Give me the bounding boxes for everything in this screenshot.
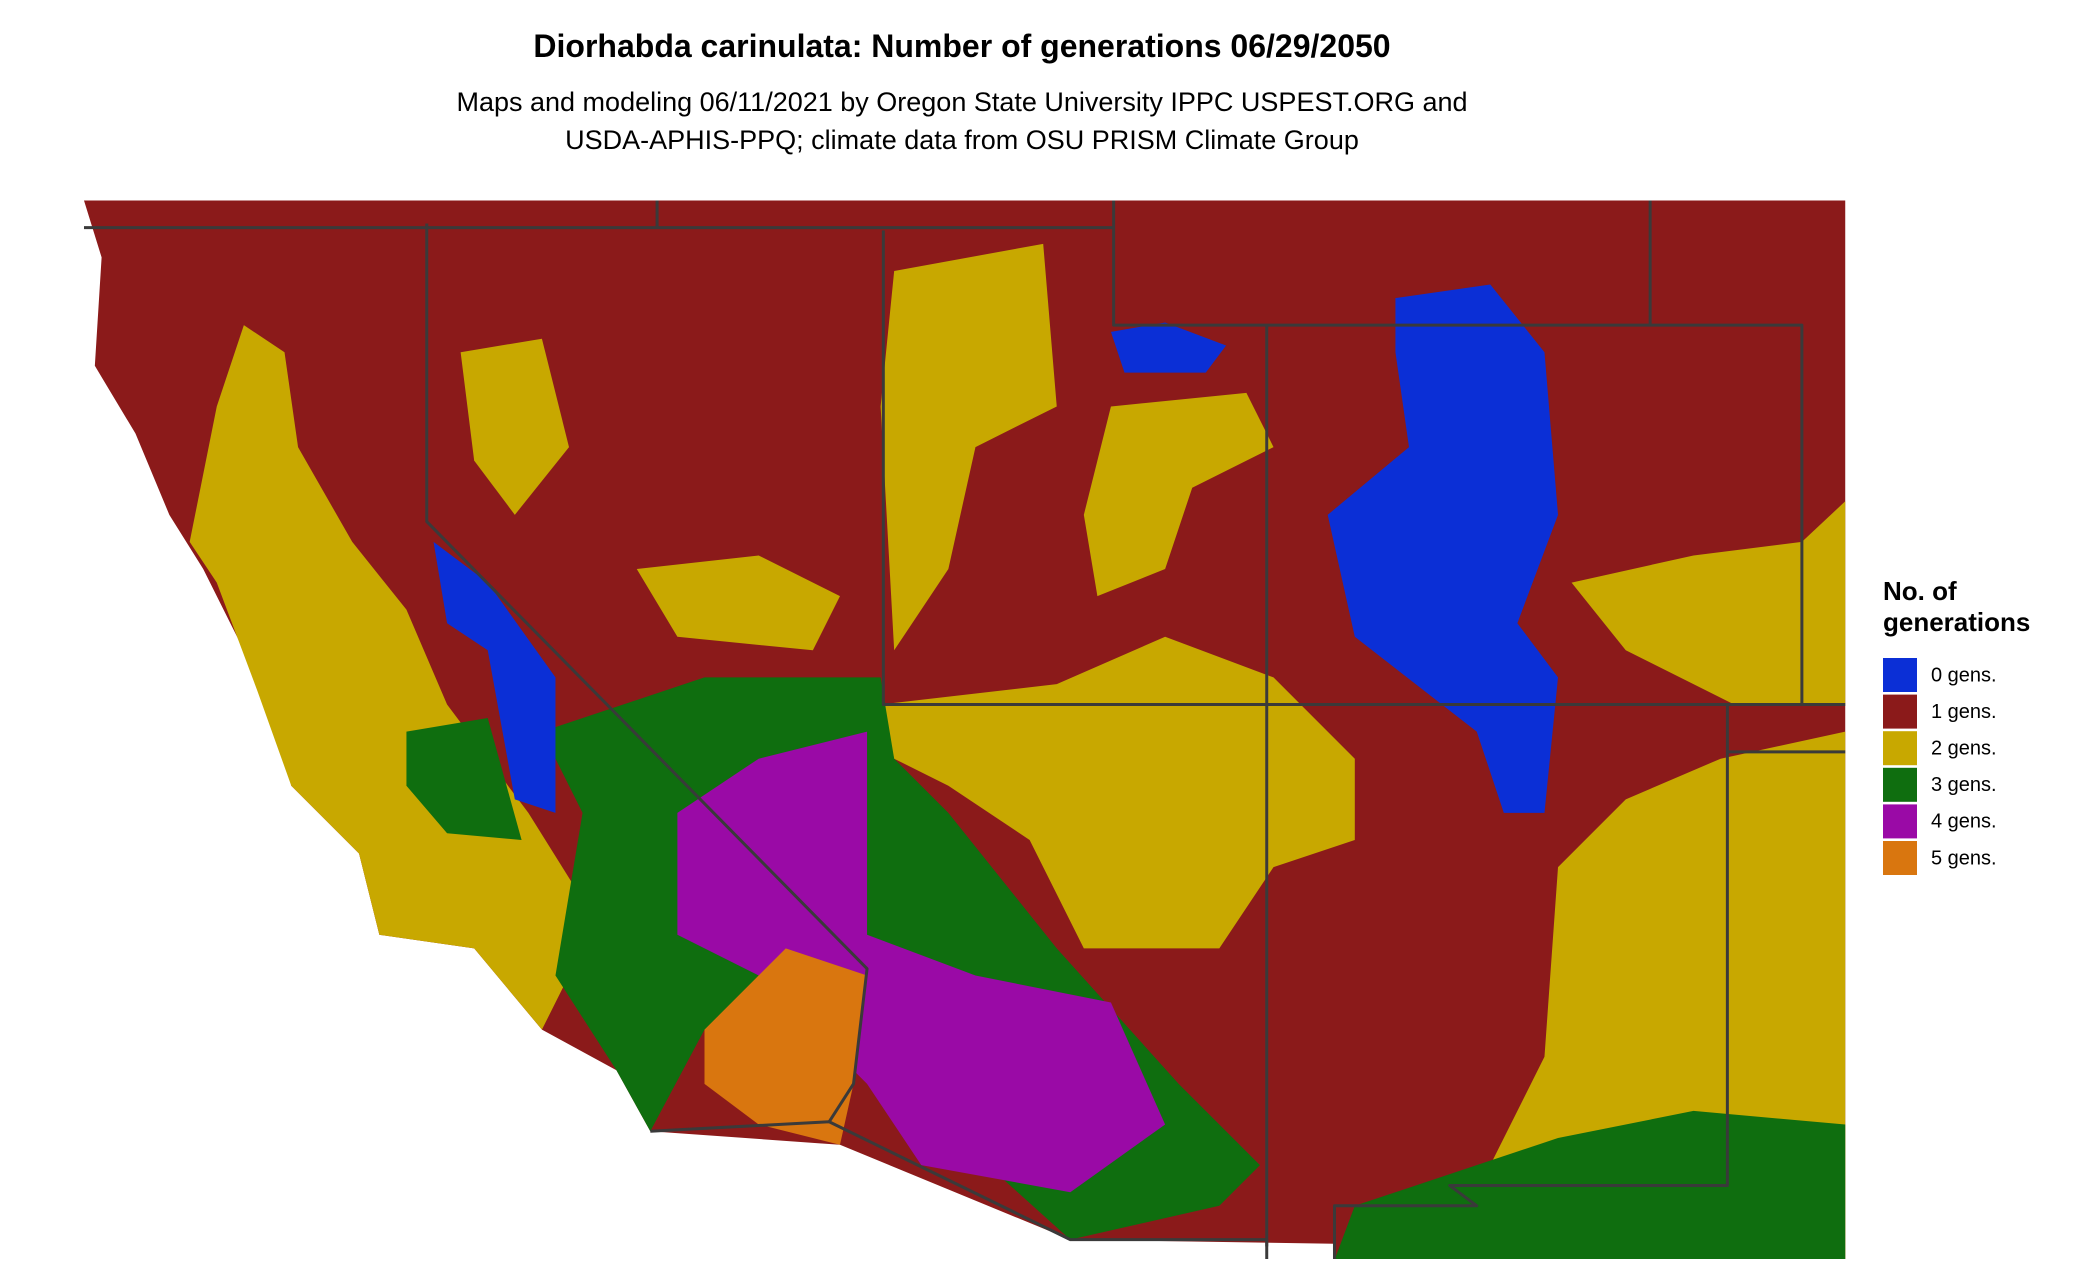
legend-swatch [1883,767,1917,802]
legend: 0 gens. 1 gens. 2 gens. 3 gens. 4 gens. 5 gen… [1883,658,1997,875]
region-2-gen [636,555,840,651]
subtitle: USDA-APHIS-PPQ; climate data from OSU PR… [565,125,1359,155]
region-2-gen [880,243,1057,651]
title: Diorhabda carinulata: Number of generati… [533,28,1390,64]
legend-label: 0 gens. [1931,664,1997,686]
legend-swatch [1883,841,1917,875]
state-border [1112,200,1804,705]
region-2-gen [460,338,570,515]
legend-swatch [1883,731,1917,766]
region-2-gen [880,636,1355,949]
legend-title: No. of [1883,576,1957,606]
region-2-gen [1083,392,1274,597]
state-border [881,230,1846,706]
region-2-gen [1571,501,1846,705]
state-border [1332,704,1729,1260]
region-0-gen [1110,322,1227,373]
region-3-gen [406,718,522,840]
legend-label: 5 gens. [1931,847,1997,869]
region-5-gen [704,948,868,1145]
legend-swatch [1883,658,1917,692]
region-4-gen [677,731,1166,1193]
legend-label: 2 gens. [1931,737,1997,759]
legend-swatch [1883,804,1917,839]
legend-label: 3 gens. [1931,774,1997,796]
legend-title: generations [1883,607,2030,637]
legend-label: 1 gens. [1931,701,1997,723]
region-0-gen [433,541,556,813]
region-0-gen [1327,284,1559,813]
subtitle: Maps and modeling 06/11/2021 by Oregon S… [456,87,1467,117]
legend-label: 4 gens. [1931,811,1997,833]
legend-swatch [1883,694,1917,729]
map [83,200,1846,1260]
region-2-gen [189,325,597,1030]
state-border [425,223,869,1123]
